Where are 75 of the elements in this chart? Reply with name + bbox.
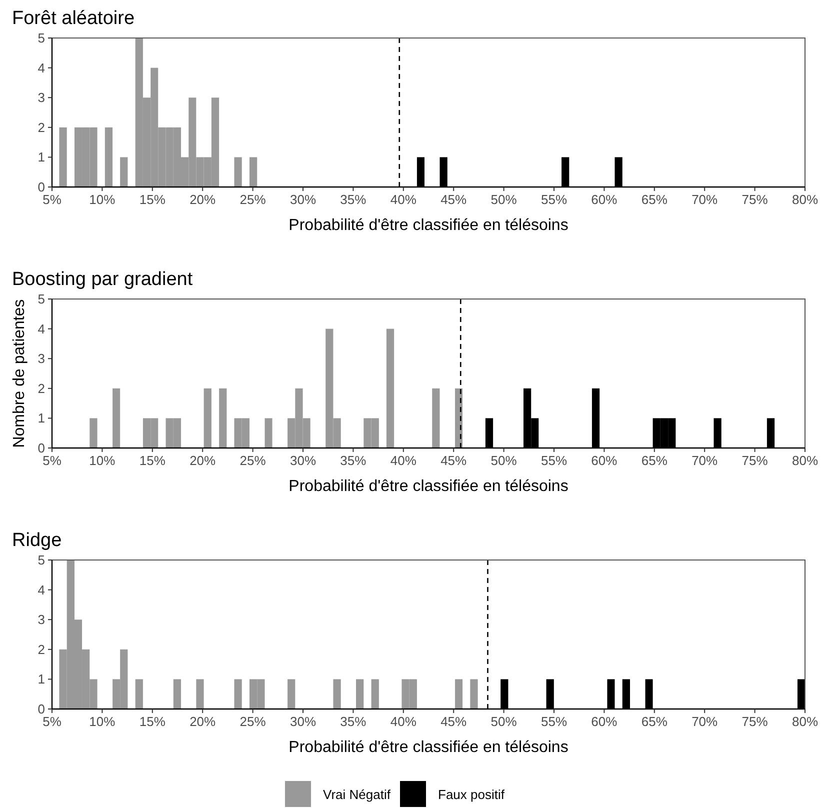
x-tick-label: 65% (641, 453, 668, 468)
x-tick-label: 60% (591, 453, 618, 468)
x-tick-label: 55% (540, 453, 568, 468)
x-tick-label: 15% (139, 453, 166, 468)
x-tick-label: 70% (692, 714, 718, 729)
y-axis-title: Nombre de patientes (11, 299, 28, 448)
x-tick-label: 5% (42, 192, 62, 207)
x-tick-label: 35% (340, 714, 367, 729)
x-tick-label: 30% (290, 714, 316, 729)
y-tick-label: 1 (38, 672, 45, 687)
y-tick-label: 2 (38, 120, 45, 135)
legend-label: Faux positif (438, 787, 505, 802)
x-tick-label: 80% (792, 192, 818, 207)
x-tick-label: 35% (340, 453, 367, 468)
x-tick-label: 65% (641, 192, 668, 207)
x-tick-label: 20% (190, 714, 216, 729)
y-tick-label: 1 (38, 410, 45, 426)
chart-title: Boosting par gradient (12, 269, 194, 290)
x-tick-label: 20% (190, 453, 216, 468)
x-tick-label: 60% (591, 192, 618, 207)
x-tick-label: 5% (42, 714, 62, 729)
x-tick-label: 10% (89, 453, 116, 468)
x-tick-label: 75% (742, 192, 768, 207)
y-tick-label: 1 (38, 150, 45, 165)
y-tick-label: 5 (38, 552, 45, 568)
y-tick-label: 4 (38, 321, 45, 336)
chart-title: Forêt aléatoire (12, 8, 135, 29)
y-tick-label: 0 (38, 180, 45, 194)
x-tick-label: 65% (641, 714, 668, 729)
x-tick-label: 50% (490, 453, 518, 468)
y-tick-label: 5 (38, 292, 45, 306)
x-axis-title: Probabilité d'être classifiée en télésoins (288, 478, 568, 495)
x-tick-label: 25% (240, 192, 266, 207)
y-tick-label: 3 (38, 351, 45, 366)
x-tick-label: 45% (440, 453, 468, 468)
x-axis-title: Probabilité d'être classifiée en télésoins (288, 217, 568, 234)
x-tick-label: 55% (540, 192, 568, 207)
y-tick-label: 0 (38, 702, 45, 716)
x-tick-label: 25% (240, 714, 266, 729)
x-tick-label: 45% (440, 714, 468, 729)
y-tick-label: 3 (38, 612, 45, 628)
y-tick-label: 4 (38, 60, 45, 76)
x-tick-label: 10% (89, 714, 116, 729)
y-tick-label: 0 (38, 440, 45, 456)
x-tick-label: 50% (490, 714, 518, 729)
x-tick-label: 80% (792, 714, 818, 729)
x-tick-label: 55% (540, 714, 568, 729)
y-tick-label: 3 (38, 90, 45, 106)
y-tick-label: 4 (38, 582, 45, 598)
x-tick-label: 45% (440, 192, 468, 207)
x-tick-label: 75% (742, 714, 768, 729)
chart-title: Ridge (12, 530, 62, 551)
x-tick-label: 10% (89, 192, 116, 207)
x-tick-label: 15% (139, 192, 166, 207)
x-axis-title: Probabilité d'être classifiée en télésoins (288, 739, 568, 756)
y-tick-label: 5 (38, 30, 45, 46)
y-tick-label: 2 (38, 642, 45, 657)
x-tick-label: 35% (340, 192, 367, 207)
x-tick-label: 50% (490, 192, 518, 207)
x-tick-label: 40% (390, 192, 417, 207)
x-tick-label: 15% (139, 714, 166, 729)
x-tick-label: 40% (390, 453, 417, 468)
x-tick-label: 20% (190, 192, 216, 207)
x-tick-label: 30% (290, 453, 316, 468)
x-tick-label: 75% (742, 453, 768, 468)
y-tick-label: 2 (38, 380, 45, 396)
x-tick-label: 30% (290, 192, 316, 207)
x-tick-label: 70% (692, 192, 718, 207)
x-tick-label: 60% (591, 714, 618, 729)
x-tick-label: 70% (692, 453, 718, 468)
legend-label: Vrai Négatif (323, 787, 391, 802)
x-tick-label: 25% (240, 453, 266, 468)
x-tick-label: 5% (42, 453, 62, 468)
x-tick-label: 40% (390, 714, 417, 729)
x-tick-label: 80% (792, 453, 818, 468)
